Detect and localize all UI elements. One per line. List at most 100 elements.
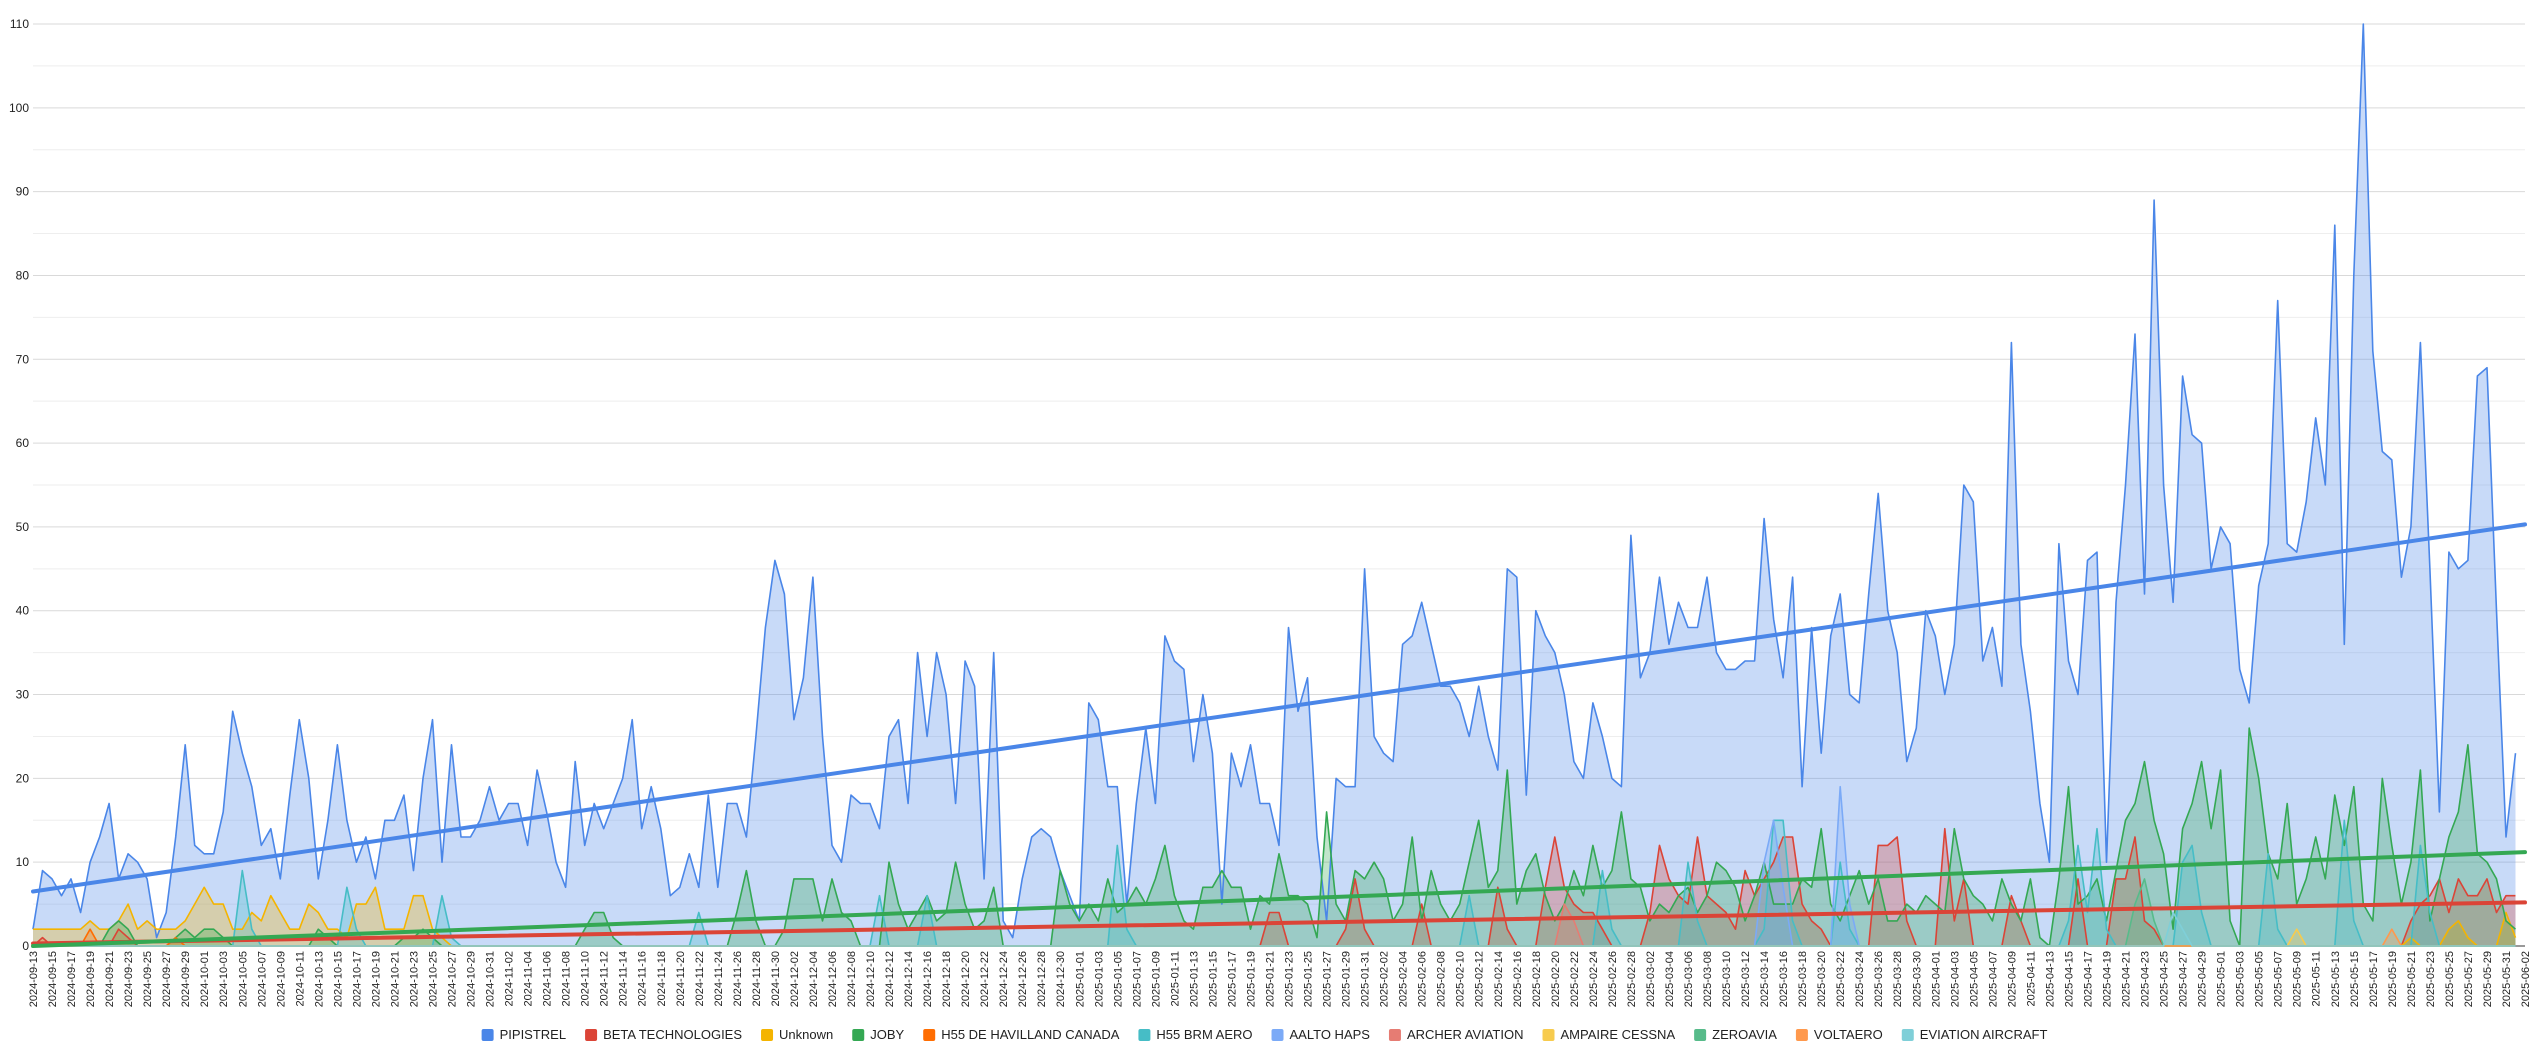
x-tick-label: 2024-11-16 [637,951,649,1006]
x-tick-label: 2025-01-31 [1360,951,1372,1007]
gridlines [33,23,2525,947]
x-tick-label: 2024-12-12 [884,951,896,1007]
x-tick-label: 2025-05-01 [2216,951,2228,1007]
legend-item[interactable]: AALTO HAPS [1271,1027,1371,1042]
x-tick-label: 2024-12-04 [808,951,820,1007]
x-tick-label: 2024-12-10 [865,951,877,1007]
x-tick-label: 2025-04-09 [2006,951,2018,1007]
series-line-3 [33,727,2517,947]
x-tick-label: 2024-10-07 [256,951,268,1007]
x-tick-label: 2025-02-04 [1398,951,1410,1007]
legend-item[interactable]: BETA TECHNOLOGIES [585,1027,742,1042]
x-tick-label: 2025-02-08 [1436,951,1448,1007]
x-tick-label: 2024-12-24 [998,951,1010,1007]
x-tick-label: 2024-10-11 [294,951,306,1006]
x-tick-label: 2025-04-27 [2178,951,2190,1007]
legend-item[interactable]: ARCHER AVIATION [1388,1027,1524,1042]
legend-swatch [1271,1029,1284,1041]
x-tick-label: 2024-10-09 [275,951,287,1007]
legend-item[interactable]: ZEROAVIA [1694,1027,1777,1042]
y-tick-label: 30 [16,688,30,702]
legend-swatch [923,1029,936,1041]
x-tick-label: 2025-05-09 [2292,951,2304,1007]
series-line-2 [33,886,2517,947]
x-tick-label: 2025-05-23 [2425,951,2437,1007]
legend-item[interactable]: PIPISTREL [481,1027,566,1042]
x-tick-label: 2025-04-11 [2025,951,2037,1006]
x-tick-label: 2024-10-31 [485,951,497,1007]
legend-item[interactable]: EVIATION AIRCRAFT [1901,1027,2048,1042]
legend-item[interactable]: VOLTAERO [1795,1027,1883,1042]
x-tick-label: 2024-11-04 [523,951,535,1006]
x-tick-label: 2025-03-16 [1778,951,1790,1007]
x-tick-label: 2024-11-22 [694,951,706,1006]
x-tick-label: 2024-10-17 [351,951,363,1007]
x-tick-label: 2025-02-10 [1455,951,1467,1007]
x-tick-label: 2025-03-20 [1816,951,1828,1007]
x-tick-label: 2025-01-21 [1264,951,1276,1007]
x-tick-label: 2024-12-26 [1017,951,1029,1007]
x-tick-label: 2025-03-10 [1721,951,1733,1007]
x-tick-label: 2025-05-27 [2463,951,2475,1007]
legend-item[interactable]: JOBY [852,1027,905,1042]
x-tick-label: 2024-11-20 [675,951,687,1006]
series-area-3 [33,728,2516,946]
x-tick-label: 2025-01-25 [1303,951,1315,1007]
x-tick-label: 2024-11-06 [542,951,554,1006]
x-tick-label: 2024-09-29 [180,951,192,1007]
x-tick-label: 2025-04-13 [2044,951,2056,1007]
legend-label: H55 DE HAVILLAND CANADA [941,1027,1120,1042]
x-tick-label: 2024-10-29 [466,951,478,1007]
legend-swatch [852,1029,865,1041]
x-tick-label: 2024-11-30 [770,951,782,1006]
x-tick-label: 2025-04-25 [2159,951,2171,1007]
x-tick-label: 2024-12-28 [1036,951,1048,1007]
x-tick-label: 2024-11-10 [580,951,592,1006]
x-tick-label: 2025-02-12 [1474,951,1486,1007]
x-tick-label: 2024-11-14 [618,951,630,1006]
legend-label: AMPAIRE CESSNA [1561,1027,1676,1042]
x-tick-label: 2025-02-16 [1512,951,1524,1007]
x-tick-label: 2025-01-05 [1112,951,1124,1007]
x-tick-label: 2025-01-13 [1188,951,1200,1007]
legend-swatch [761,1029,774,1041]
x-tick-label: 2025-01-09 [1150,951,1162,1007]
x-tick-label: 2024-11-18 [656,951,668,1006]
x-tick-label: 2024-09-13 [28,951,40,1007]
x-tick-label: 2024-12-14 [903,951,915,1007]
legend[interactable]: PIPISTREL BETA TECHNOLOGIES Unknown JOBY H55… [481,1027,2048,1042]
legend-item[interactable]: H55 DE HAVILLAND CANADA [923,1027,1120,1042]
x-tick-label: 2025-01-15 [1207,951,1219,1007]
legend-item[interactable]: H55 BRM AERO [1138,1027,1253,1042]
axes: 0 10 20 30 40 50 60 70 80 90 100 110 2024-09-13 2024-… [9,17,2529,1007]
x-tick-label: 2025-01-01 [1074,951,1086,1007]
x-tick-label: 2024-10-25 [427,951,439,1007]
legend-label: VOLTAERO [1814,1027,1883,1042]
x-tick-label: 2025-03-26 [1873,951,1885,1007]
x-tick-label: 2025-05-15 [2349,951,2361,1007]
legend-label: Unknown [779,1027,833,1042]
x-tick-label: 2025-02-06 [1417,951,1429,1007]
y-tick-label: 20 [16,771,30,785]
x-tick-label: 2025-05-11 [2311,951,2323,1006]
x-tick-label: 2025-05-19 [2387,951,2399,1007]
x-tick-label: 2025-03-06 [1683,951,1695,1007]
x-tick-label: 2024-10-01 [199,951,211,1007]
y-tick-label: 70 [16,352,30,366]
legend-item[interactable]: Unknown [761,1027,833,1042]
x-tick-label: 2024-11-02 [504,951,516,1006]
legend-swatch [1542,1029,1555,1041]
legend-item[interactable]: AMPAIRE CESSNA [1542,1027,1676,1042]
legend-label: JOBY [870,1027,904,1042]
legend-swatch [1388,1029,1401,1041]
x-tick-label: 2025-02-14 [1493,951,1505,1007]
x-tick-label: 2025-01-19 [1245,951,1257,1007]
x-tick-label: 2024-12-08 [846,951,858,1007]
x-tick-label: 2024-12-18 [941,951,953,1007]
x-tick-label: 2025-01-11 [1169,951,1181,1006]
x-tick-label: 2024-10-23 [408,951,420,1007]
legend-label: ARCHER AVIATION [1407,1027,1524,1042]
x-tick-label: 2024-10-15 [332,951,344,1007]
y-tick-label: 110 [10,17,29,31]
